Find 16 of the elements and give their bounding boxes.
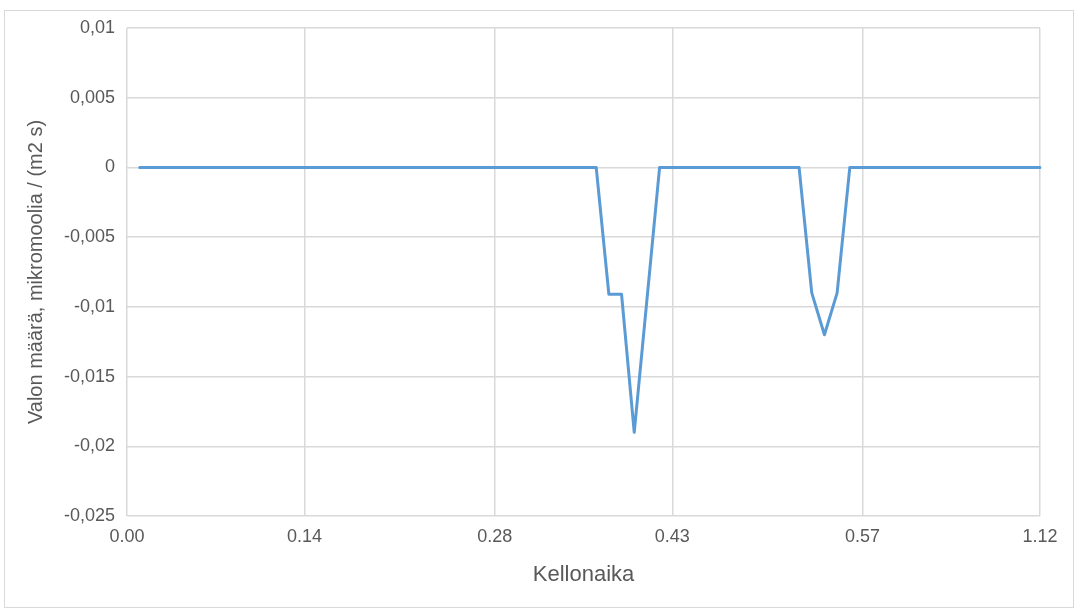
x-axis-title: Kellonaika (532, 560, 636, 586)
y-tick-label: 0,01 (79, 16, 116, 37)
x-tick-label: 0.28 (477, 525, 513, 546)
y-tick-label: -0,005 (63, 226, 116, 247)
y-tick-label: -0,025 (63, 504, 116, 525)
y-tick-label: -0,01 (74, 295, 116, 316)
y-tick-label: -0,015 (63, 365, 116, 386)
x-tick-label: 0.43 (654, 525, 690, 546)
x-tick-label: 0.57 (844, 525, 880, 546)
x-tick-label: 1.12 (1022, 525, 1058, 546)
y-axis-title: Valon määrä, mikromoolia / (m2 s) (23, 119, 46, 425)
y-tick-label: -0,02 (74, 435, 116, 456)
y-tick-label: 0 (105, 156, 116, 177)
y-tick-label: 0,005 (69, 86, 116, 107)
x-tick-label: 0.00 (109, 525, 145, 546)
x-tick-label: 0.14 (287, 525, 323, 546)
